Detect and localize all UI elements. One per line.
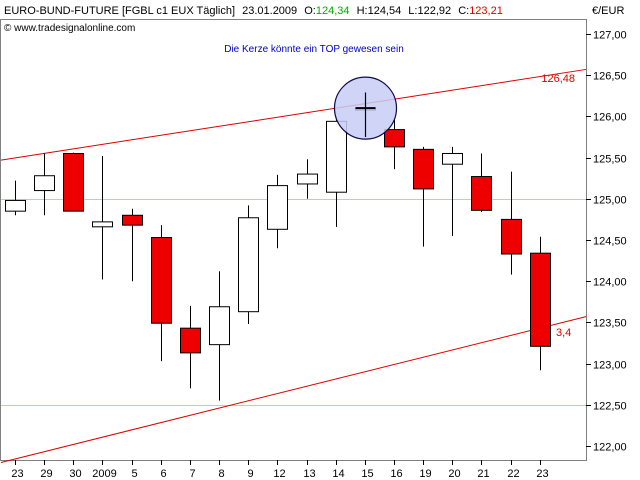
x-tick-label-7: 8 [218,468,224,480]
candle-1 [34,153,55,216]
plot-area [0,19,587,461]
candle-body-1 [34,175,55,192]
x-tick-label-17: 22 [507,468,519,480]
candle-body-3 [92,221,113,228]
y-axis: 127,00 126,50 126,00 125,50 125,00 124,50 124,… [586,30,627,454]
candle-15 [442,146,463,236]
y-tick-label-3: 125,50 [593,154,627,166]
y-tick-label-4: 125,00 [593,195,627,207]
x-tick-label-15: 20 [448,468,460,480]
candle-body-7 [209,306,230,346]
candle-body-14 [413,148,434,190]
candle-0 [5,180,26,216]
candle-body-10 [297,173,318,185]
candle-body-9 [267,185,288,230]
instrument-name: EURO-BUND-FUTURE [FGBL c1 EUX Täglich] [4,5,235,17]
y-tick-label-1: 126,50 [593,71,627,83]
open-label: O: [304,5,316,17]
y-tick-label-5: 124,50 [593,236,627,248]
candle-5 [151,225,172,362]
x-tick-label-18: 23 [536,468,548,480]
candle-body-18 [530,252,551,347]
candle-16 [471,153,492,212]
candle-8 [238,205,259,325]
candle-body-2 [63,152,84,212]
trendline-0 [0,68,587,161]
x-axis: 23 29 30 2009 5 6 7 8 9 12 13 14 15 16 19 20 21 22 23 [11,460,549,480]
trendline-label-upper: 126,48 [541,73,575,85]
y-tick-label-6: 124,00 [593,277,627,289]
candle-body-16 [471,176,492,211]
x-tick-label-1: 29 [40,468,52,480]
x-tick-label-0: 23 [11,468,23,480]
header-date: 23.01.2009 [242,5,297,17]
candle-body-13 [384,129,405,148]
highlight-layer [333,76,398,140]
x-tick-label-13: 16 [390,468,402,480]
candle-7 [209,271,230,401]
candle-13 [384,119,405,170]
candle-18 [530,236,551,371]
candle-10 [297,159,318,199]
candle-layer [5,92,551,401]
candle-9 [267,174,288,249]
y-tick-label-9: 122,50 [593,401,627,413]
x-tick-label-14: 19 [419,468,431,480]
x-tick-label-8: 9 [247,468,253,480]
candle-2 [63,152,84,212]
candle-body-4 [122,214,143,226]
candle-3 [92,155,113,280]
header-instrument: EURO-BUND-FUTURE [FGBL c1 EUX Täglich] 2… [4,5,503,17]
trendline-1 [0,316,587,463]
y-tick-label-10: 122,00 [593,442,627,454]
candle-17 [501,171,522,275]
x-tick-label-6: 7 [189,468,195,480]
candle-11 [326,116,347,227]
x-tick-label-11: 14 [332,468,344,480]
x-tick-label-4: 5 [131,468,137,480]
copyright-text: © www.tradesignalonline.com [4,23,135,34]
candle-body-15 [442,152,463,165]
low-text: L:122,92 [408,5,451,17]
x-tick-label-2: 30 [69,468,81,480]
candle-body-0 [5,199,26,212]
open-value: 124,34 [316,5,350,17]
candle-4 [122,208,143,282]
x-tick-label-3: 2009 [92,468,116,480]
close-label: C: [458,5,469,17]
y-tick-label-0: 127,00 [593,30,627,42]
y-tick-label-7: 123,50 [593,318,627,330]
candle-14 [413,146,434,247]
x-tick-label-9: 12 [273,468,285,480]
close-value: 123,21 [469,5,503,17]
y-tick-label-2: 126,00 [593,112,627,124]
x-tick-label-10: 13 [303,468,315,480]
x-tick-label-12: 15 [361,468,373,480]
high-text: H:124,54 [357,5,402,17]
candle-6 [180,305,201,389]
candle-body-6 [180,327,201,354]
candle-body-17 [501,218,522,255]
chart-annotation: Die Kerze könnte ein TOP gewesen sein [224,44,404,55]
trendline-label-lower: 3,4 [556,327,571,339]
currency-label: €/EUR [592,5,624,17]
candle-body-11 [326,120,347,193]
candle-body-8 [238,217,259,313]
trendline-layer: 126,48 3,4 [0,68,587,463]
candle-body-5 [151,237,172,324]
y-tick-label-8: 123,00 [593,360,627,372]
x-tick-label-5: 6 [160,468,166,480]
x-tick-label-16: 21 [477,468,489,480]
